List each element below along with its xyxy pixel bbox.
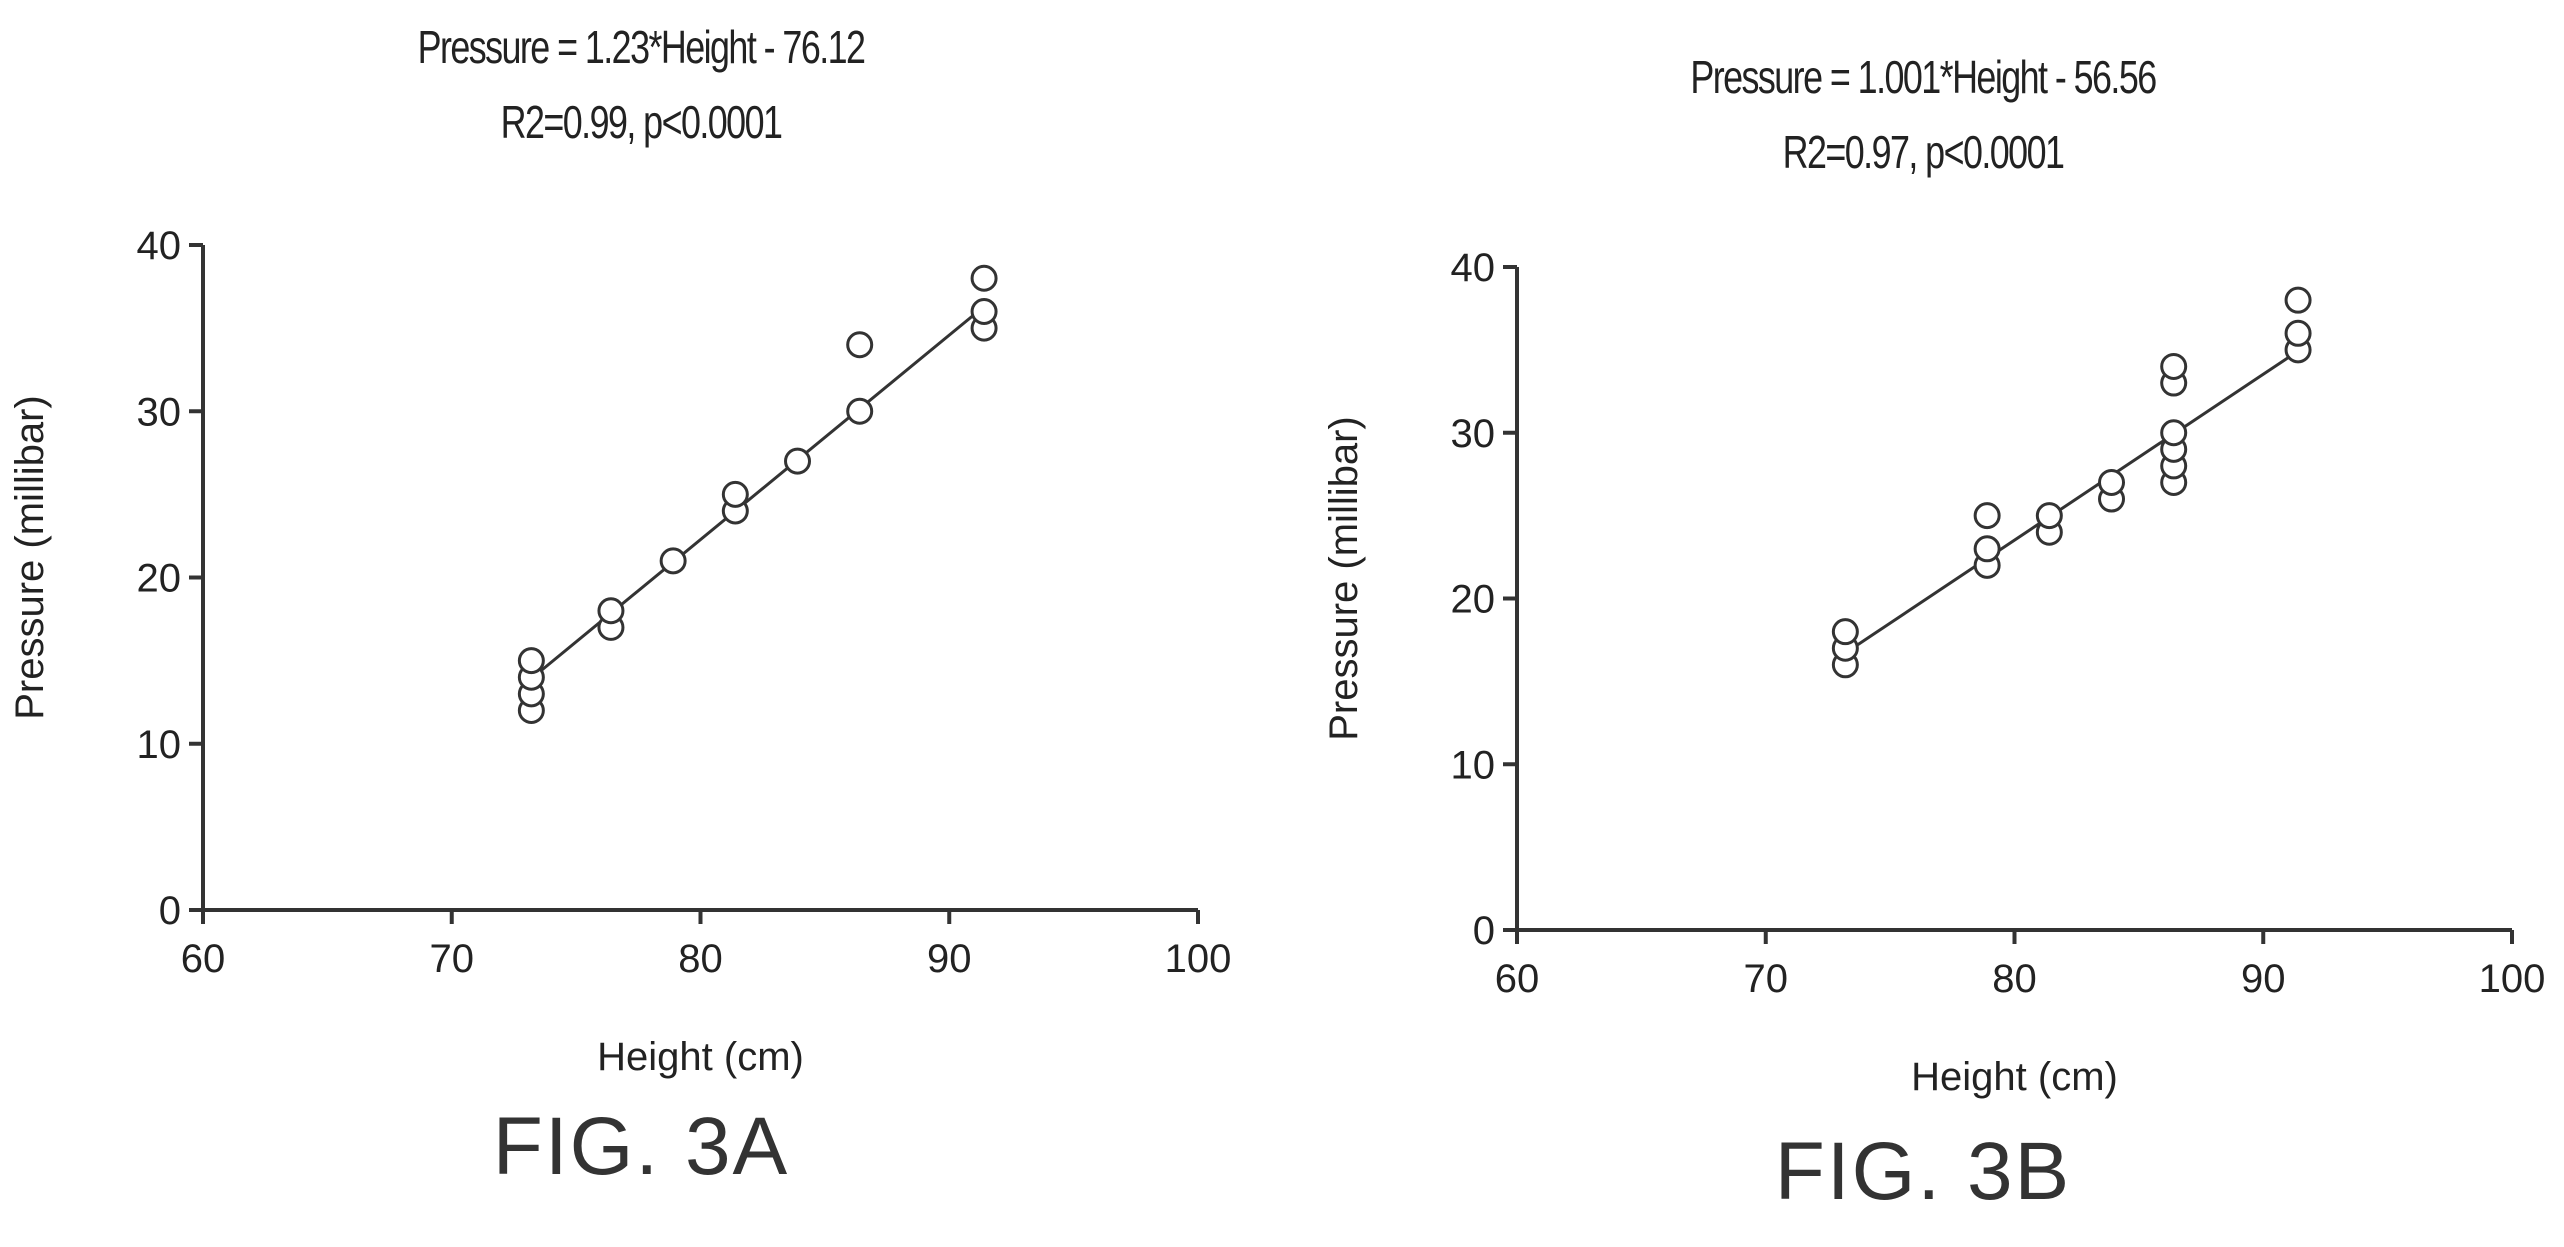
x-axis-title: Height (cm)	[1911, 1055, 2118, 1099]
chart-title: Pressure = 1.001*Height - 56.56	[1690, 51, 2157, 103]
x-tick-label: 100	[1165, 937, 1232, 981]
y-tick-label: 20	[137, 557, 182, 601]
data-point	[1973, 535, 2001, 563]
x-tick-label: 90	[2241, 957, 2286, 1001]
y-axis-title: Pressure (millibar)	[8, 395, 52, 720]
data-point	[2284, 319, 2312, 347]
data-point	[659, 547, 687, 575]
x-tick-label: 90	[927, 937, 972, 981]
data-point	[1831, 618, 1859, 646]
data-point	[2098, 468, 2126, 496]
x-tick-label: 80	[1992, 957, 2037, 1001]
data-point	[597, 597, 625, 625]
chart-subtitle: R2=0.99, p<0.0001	[500, 96, 783, 148]
y-axis-title: Pressure (millibar)	[1322, 416, 1366, 741]
x-tick-label: 100	[2479, 957, 2546, 1001]
scatter-plot-3a: 0 10 20 30 40 60 70 80 90 100 Height (cm) Pressure …	[8, 224, 1232, 1079]
y-tick-label: 20	[1451, 578, 1496, 622]
data-point	[517, 647, 545, 675]
chart-panel-3b: Pressure = 1.001*Height - 56.56 R2=0.97,…	[1282, 0, 2564, 1247]
data-point	[721, 480, 749, 508]
x-tick-label: 60	[1495, 957, 1540, 1001]
chart-title: Pressure = 1.23*Height - 76.12	[417, 21, 866, 73]
data-point	[970, 298, 998, 325]
chart-panel-3a: Pressure = 1.23*Height - 76.12 R2=0.99, …	[8, 21, 1232, 1192]
x-tick-label: 60	[181, 937, 226, 981]
data-point	[2035, 502, 2063, 530]
data-point	[846, 397, 874, 425]
data-point	[2284, 286, 2312, 314]
figure-label: FIG. 3A	[492, 1101, 790, 1192]
data-point	[2160, 352, 2188, 380]
y-tick-label: 30	[137, 390, 182, 434]
x-tick-label: 70	[1744, 957, 1789, 1001]
x-tick-label: 70	[430, 937, 475, 981]
x-axis-title: Height (cm)	[597, 1035, 804, 1079]
y-tick-label: 40	[1451, 246, 1496, 290]
chart-subtitle: R2=0.97, p<0.0001	[1782, 126, 2065, 178]
regression-line	[1844, 349, 2299, 655]
y-tick-label: 10	[137, 723, 182, 767]
data-point	[1973, 502, 2001, 530]
y-tick-label: 30	[1451, 412, 1496, 456]
data-point	[970, 264, 998, 292]
figure-label: FIG. 3B	[1774, 1126, 2072, 1217]
y-tick-label: 0	[159, 889, 181, 933]
y-tick-label: 0	[1473, 909, 1495, 953]
data-point	[784, 447, 812, 475]
data-point	[846, 331, 874, 359]
scatter-plot-3b: 0 10 20 30 40 60 70 80 90 100 Height (cm) Pressure …	[1322, 246, 2546, 1099]
y-tick-label: 10	[1451, 743, 1496, 787]
x-tick-label: 80	[678, 937, 723, 981]
y-tick-label: 40	[137, 224, 182, 268]
data-point	[2160, 419, 2188, 447]
